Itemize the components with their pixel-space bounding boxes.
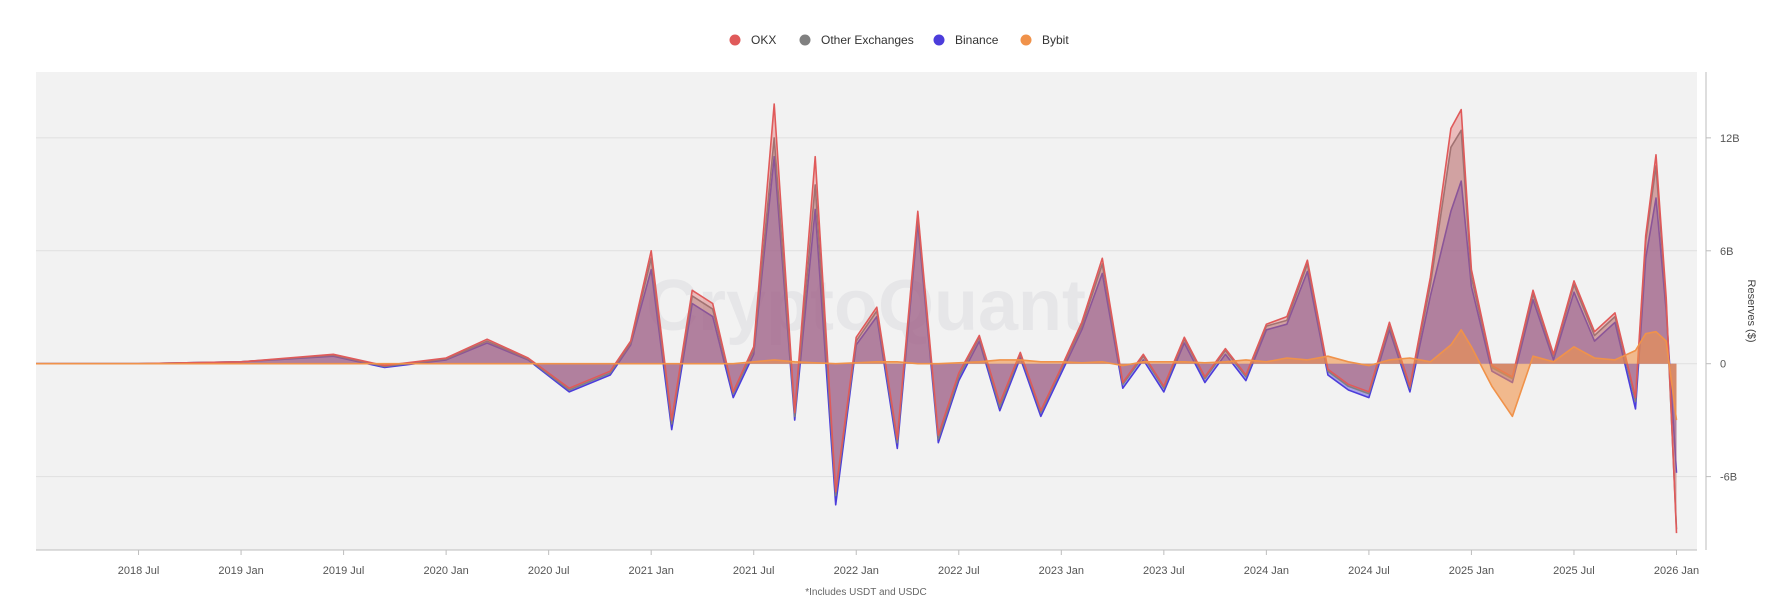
x-tick-label-2018-jul: 2018 Jul <box>118 565 160 577</box>
legend-swatch-other-exchanges <box>799 34 811 46</box>
x-tick-label-2022-jan: 2022 Jan <box>834 565 879 577</box>
legend-item-okx[interactable]: OKX <box>729 33 777 47</box>
series-area-bybit <box>36 329 1677 421</box>
legend-label-other-exchanges: Other Exchanges <box>821 33 914 47</box>
x-tick-label-2023-jan: 2023 Jan <box>1039 565 1084 577</box>
legend-swatch-bybit <box>1020 34 1032 46</box>
legend[interactable]: OKX Other Exchanges Binance Bybit <box>729 33 1070 47</box>
x-tick-label-2021-jul: 2021 Jul <box>733 565 775 577</box>
y-axis-title: Reserves ($) <box>1745 280 1757 343</box>
x-tick-label-2025-jan: 2025 Jan <box>1449 565 1494 577</box>
legend-label-okx: OKX <box>751 33 776 47</box>
x-tick-label-2020-jan: 2020 Jan <box>423 565 468 577</box>
y-tick-label-12b: 12B <box>1720 133 1740 145</box>
x-tick-label-2023-jul: 2023 Jul <box>1143 565 1185 577</box>
series-line-bybit[interactable] <box>36 329 1678 421</box>
x-tick-label-2021-jan: 2021 Jan <box>629 565 674 577</box>
legend-item-bybit[interactable]: Bybit <box>1020 33 1070 47</box>
legend-item-binance[interactable]: Binance <box>933 33 999 47</box>
x-tick-label-2026-jan: 2026 Jan <box>1654 565 1699 577</box>
series-layer <box>36 103 1678 534</box>
y-tick-label-0: 0 <box>1720 359 1726 371</box>
y-tick-label-6b: 6B <box>1720 246 1733 258</box>
plot-background <box>36 72 1697 550</box>
x-tick-label-2024-jan: 2024 Jan <box>1244 565 1289 577</box>
legend-label-bybit: Bybit <box>1042 33 1069 47</box>
x-tick-label-2025-jul: 2025 Jul <box>1553 565 1595 577</box>
legend-label-binance: Binance <box>955 33 999 47</box>
x-axis-ticks: 2018 Jul 2019 Jan 2019 Jul 2020 Jan 2020 Jul… <box>118 550 1699 577</box>
legend-swatch-okx <box>729 34 741 46</box>
x-tick-label-2019-jan: 2019 Jan <box>218 565 263 577</box>
y-tick-label-6b: -6B <box>1720 472 1737 484</box>
x-tick-label-2019-jul: 2019 Jul <box>323 565 365 577</box>
x-tick-label-2020-jul: 2020 Jul <box>528 565 570 577</box>
x-tick-label-2024-jul: 2024 Jul <box>1348 565 1390 577</box>
footnote: *Includes USDT and USDC <box>805 587 927 598</box>
y-axis-ticks: 12B 6B 0 -6B <box>1706 133 1740 484</box>
legend-swatch-binance <box>933 34 945 46</box>
x-tick-label-2022-jul: 2022 Jul <box>938 565 980 577</box>
legend-item-other-exchanges[interactable]: Other Exchanges <box>799 33 914 47</box>
